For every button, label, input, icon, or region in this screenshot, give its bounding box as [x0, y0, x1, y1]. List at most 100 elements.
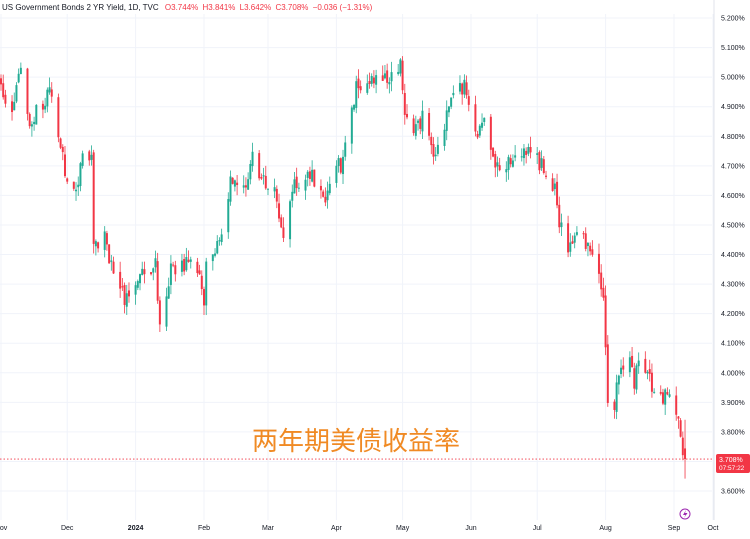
candle: [46, 87, 49, 113]
candle-body: [556, 181, 559, 206]
candle: [172, 261, 175, 268]
candle: [412, 114, 415, 136]
price-tag: 3.708% 07:57:22: [716, 454, 750, 473]
candle: [141, 261, 144, 276]
candle: [540, 150, 543, 171]
candle: [644, 351, 647, 374]
candle-body: [75, 189, 78, 192]
candle: [507, 154, 510, 180]
candle: [589, 242, 592, 256]
candle-body: [48, 87, 51, 93]
candle: [121, 278, 124, 291]
candle-body: [582, 233, 585, 235]
candle: [368, 72, 371, 89]
candle: [606, 335, 609, 407]
candle: [291, 184, 294, 208]
candle-body: [172, 264, 175, 266]
candle: [403, 83, 406, 125]
candle: [545, 170, 548, 180]
candle: [4, 89, 7, 108]
candle: [461, 82, 464, 105]
candle: [75, 182, 78, 201]
candle-body: [434, 154, 437, 157]
candle: [180, 253, 183, 277]
candle-body: [628, 357, 631, 373]
candle-body: [50, 89, 53, 97]
candle: [483, 117, 486, 126]
candle-body: [282, 227, 285, 238]
candle-body: [575, 232, 578, 235]
candle-body: [637, 360, 640, 367]
candle-body: [388, 82, 391, 85]
y-tick-label: 5.100%: [721, 45, 745, 52]
candle-body: [211, 254, 214, 262]
candle: [242, 175, 245, 194]
candle: [324, 187, 327, 207]
candle-body: [401, 60, 404, 91]
candle: [430, 132, 433, 155]
candle-body: [198, 270, 201, 275]
candle-body: [66, 178, 69, 182]
candle-body: [372, 77, 375, 84]
candle: [560, 213, 563, 236]
candle: [90, 145, 93, 166]
candle: [447, 106, 450, 118]
candle-body: [368, 81, 371, 84]
candle-body: [597, 253, 600, 274]
candle-body: [304, 179, 307, 191]
candle-body: [242, 185, 245, 188]
y-tick-label: 4.000%: [721, 370, 745, 377]
candle-body: [648, 369, 651, 374]
candle: [275, 185, 278, 209]
candle-body: [28, 113, 31, 127]
candle-body: [92, 152, 95, 244]
candle: [586, 242, 589, 257]
candle: [668, 389, 671, 398]
candle-body: [344, 142, 347, 157]
price-tag-countdown: 07:57:22: [719, 465, 745, 472]
candle-body: [383, 73, 386, 79]
candle: [370, 73, 373, 87]
candle-body: [291, 191, 294, 201]
candle-body: [370, 76, 373, 84]
candle-body: [631, 355, 634, 367]
candle-body: [525, 150, 528, 155]
candle: [677, 416, 680, 429]
candle-body: [11, 101, 14, 113]
candle: [390, 61, 393, 92]
lightning-icon[interactable]: [679, 508, 691, 520]
candle: [481, 113, 484, 131]
candle-body: [551, 178, 554, 191]
y-tick-label: 3.900%: [721, 400, 745, 407]
candle-body: [127, 290, 130, 297]
candle: [584, 227, 587, 252]
candle-body: [319, 185, 322, 191]
candle-body: [72, 181, 75, 189]
candle: [110, 254, 113, 271]
candle: [452, 85, 455, 99]
candle-body: [664, 389, 667, 405]
candle-body: [507, 156, 510, 170]
candle: [282, 217, 285, 243]
x-tick-label: Nov: [0, 525, 8, 532]
candle: [61, 144, 64, 161]
watermark-label: 两年期美债收益率: [252, 426, 460, 456]
candle: [633, 362, 636, 395]
candle-body: [412, 118, 415, 134]
candle-body: [264, 175, 267, 189]
candles-layer: [0, 56, 687, 479]
legend-change: −0.036 (−1.31%): [313, 3, 373, 12]
candle-body: [481, 122, 484, 128]
candle: [383, 64, 386, 80]
candle: [105, 230, 108, 251]
candle: [445, 100, 448, 141]
candle: [152, 267, 155, 281]
candle: [602, 277, 605, 301]
candle: [103, 226, 106, 258]
candle: [498, 157, 501, 172]
candle-body: [97, 242, 100, 249]
candle: [375, 69, 378, 94]
candle-body: [679, 420, 682, 437]
candle: [229, 170, 232, 206]
